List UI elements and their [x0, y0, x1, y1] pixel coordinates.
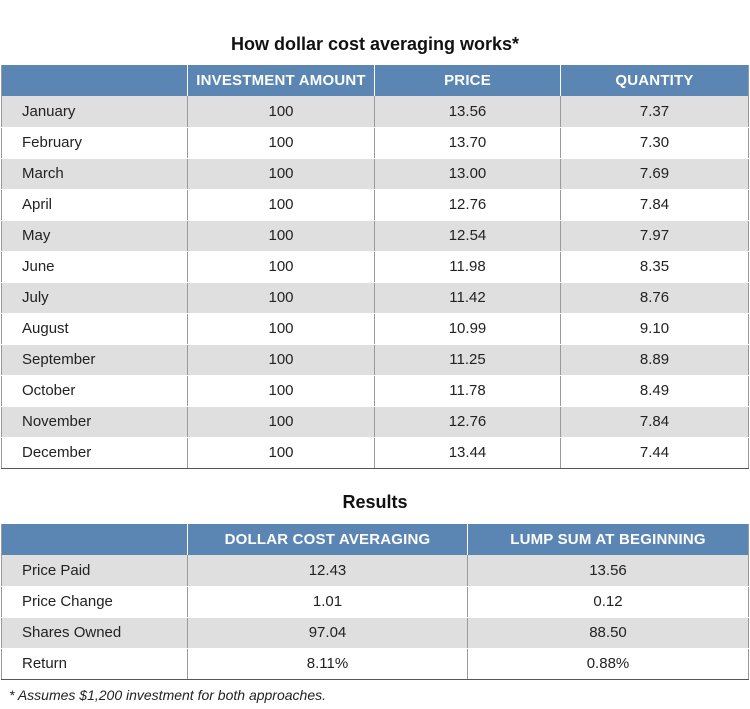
table-cell: 7.37 — [560, 96, 749, 128]
dca-table: INVESTMENT AMOUNT PRICE QUANTITY January 10… — [1, 65, 749, 469]
table-cell: 11.78 — [374, 375, 561, 407]
table-cell: 11.25 — [374, 344, 561, 376]
table-cell: 88.50 — [467, 617, 749, 649]
row-label: May — [1, 220, 188, 252]
table-cell: 0.12 — [467, 586, 749, 618]
table-row: June 100 11.98 8.35 — [1, 251, 749, 283]
table-row: March 100 13.00 7.69 — [1, 158, 749, 190]
table-cell: 12.54 — [374, 220, 561, 252]
table-row: April 100 12.76 7.84 — [1, 189, 749, 221]
table-cell: 10.99 — [374, 313, 561, 345]
row-label: March — [1, 158, 188, 190]
table-row: September 100 11.25 8.89 — [1, 344, 749, 376]
table-cell: 8.76 — [560, 282, 749, 314]
row-label: November — [1, 406, 188, 438]
table-row: December 100 13.44 7.44 — [1, 437, 749, 469]
table-row: Return 8.11% 0.88% — [1, 648, 749, 680]
table-cell: 100 — [187, 251, 375, 283]
row-label: June — [1, 251, 188, 283]
table-cell: 8.89 — [560, 344, 749, 376]
table-row: November 100 12.76 7.84 — [1, 406, 749, 438]
table-cell: 9.10 — [560, 313, 749, 345]
header-row: INVESTMENT AMOUNT PRICE QUANTITY — [1, 65, 749, 96]
table-cell: 7.30 — [560, 127, 749, 159]
table-cell: 7.44 — [560, 437, 749, 469]
table-cell: 100 — [187, 189, 375, 221]
row-label: Price Change — [1, 586, 188, 618]
table-row: January 100 13.56 7.37 — [1, 96, 749, 128]
table-cell: 7.84 — [560, 189, 749, 221]
table-row: Shares Owned 97.04 88.50 — [1, 617, 749, 649]
table-cell: 12.76 — [374, 406, 561, 438]
table-cell: 97.04 — [187, 617, 468, 649]
table-cell: 13.44 — [374, 437, 561, 469]
footnote: * Assumes $1,200 investment for both app… — [9, 687, 326, 703]
table-cell: 8.11% — [187, 648, 468, 680]
column-header: INVESTMENT AMOUNT — [187, 65, 375, 96]
table-cell: 100 — [187, 158, 375, 190]
table-cell: 100 — [187, 406, 375, 438]
header-cell-empty — [1, 65, 188, 96]
table-row: Price Change 1.01 0.12 — [1, 586, 749, 618]
main-table-title: How dollar cost averaging works* — [230, 34, 520, 54]
table-cell: 0.88% — [467, 648, 749, 680]
table-row: February 100 13.70 7.30 — [1, 127, 749, 159]
column-header: DOLLAR COST AVERAGING — [187, 524, 468, 555]
row-label: January — [1, 96, 188, 128]
table-cell: 7.97 — [560, 220, 749, 252]
row-label: February — [1, 127, 188, 159]
row-label: July — [1, 282, 188, 314]
table-row: August 100 10.99 9.10 — [1, 313, 749, 345]
table-cell: 8.49 — [560, 375, 749, 407]
table-cell: 8.35 — [560, 251, 749, 283]
table-cell: 12.43 — [187, 555, 468, 587]
results-table: DOLLAR COST AVERAGING LUMP SUM AT BEGINNI… — [1, 524, 749, 680]
table-cell: 1.01 — [187, 586, 468, 618]
row-label: October — [1, 375, 188, 407]
table-cell: 100 — [187, 375, 375, 407]
table-cell: 11.98 — [374, 251, 561, 283]
table-row: May 100 12.54 7.97 — [1, 220, 749, 252]
table-cell: 100 — [187, 96, 375, 128]
row-label: Shares Owned — [1, 617, 188, 649]
table-cell: 100 — [187, 127, 375, 159]
table-cell: 100 — [187, 220, 375, 252]
column-header: LUMP SUM AT BEGINNING — [467, 524, 749, 555]
column-header: QUANTITY — [560, 65, 749, 96]
table-cell: 7.69 — [560, 158, 749, 190]
table-cell: 13.00 — [374, 158, 561, 190]
table-cell: 100 — [187, 437, 375, 469]
table-cell: 13.70 — [374, 127, 561, 159]
row-label: December — [1, 437, 188, 469]
row-label: April — [1, 189, 188, 221]
table-cell: 13.56 — [467, 555, 749, 587]
row-label: August — [1, 313, 188, 345]
table-row: July 100 11.42 8.76 — [1, 282, 749, 314]
table-cell: 12.76 — [374, 189, 561, 221]
header-row: DOLLAR COST AVERAGING LUMP SUM AT BEGINNI… — [1, 524, 749, 555]
results-table-title: Results — [342, 492, 408, 512]
table-cell: 11.42 — [374, 282, 561, 314]
table-cell: 100 — [187, 282, 375, 314]
header-cell-empty — [1, 524, 188, 555]
column-header: PRICE — [374, 65, 561, 96]
row-label: Price Paid — [1, 555, 188, 587]
table-cell: 100 — [187, 313, 375, 345]
table-cell: 13.56 — [374, 96, 561, 128]
table-row: Price Paid 12.43 13.56 — [1, 555, 749, 587]
row-label: September — [1, 344, 188, 376]
table-cell: 100 — [187, 344, 375, 376]
table-cell: 7.84 — [560, 406, 749, 438]
table-row: October 100 11.78 8.49 — [1, 375, 749, 407]
row-label: Return — [1, 648, 188, 680]
